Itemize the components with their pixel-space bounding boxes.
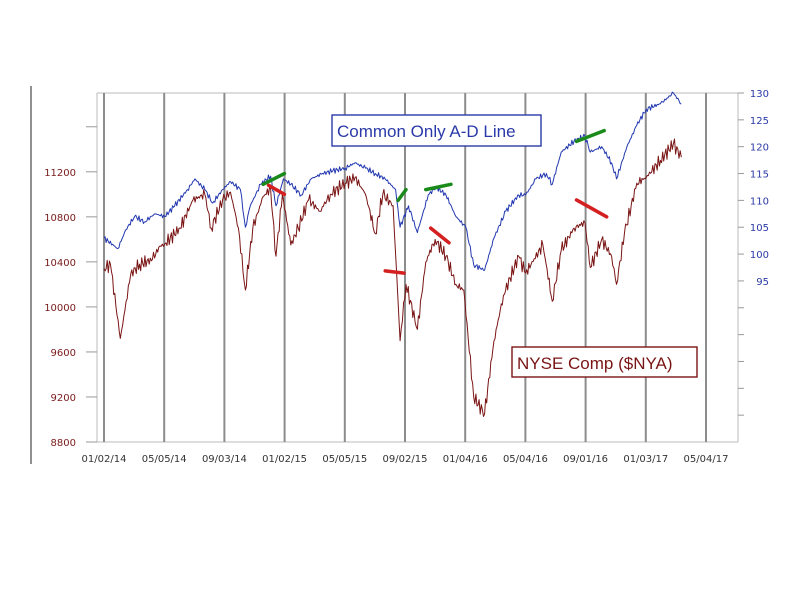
left-tick-label: 10000 [44, 303, 76, 314]
x-tick-label: 05/04/17 [684, 454, 729, 465]
ad-line-label: Common Only A-D Line [337, 122, 516, 141]
right-axis-ticks: 95 100 105 110 115 120 125 130 [738, 89, 769, 416]
left-axis-ticks: 8800 9200 9600 10000 10400 10800 11200 [44, 126, 97, 449]
vertical-gridlines [103, 93, 707, 442]
red-trend-mark [266, 183, 287, 197]
nya-series [103, 138, 682, 417]
x-tick-label: 05/04/16 [503, 454, 548, 465]
x-tick-label: 05/05/14 [142, 454, 187, 465]
x-tick-label: 09/03/14 [202, 454, 247, 465]
trend-marks [261, 128, 609, 275]
right-tick-label: 105 [750, 223, 769, 234]
left-tick-label: 8800 [51, 438, 76, 449]
right-tick-label: 95 [756, 277, 769, 288]
left-tick-label: 11200 [44, 168, 76, 179]
x-tick-label: 01/02/15 [262, 454, 307, 465]
right-tick-label: 130 [750, 89, 769, 100]
right-tick-label: 120 [750, 143, 769, 154]
green-trend-mark [424, 182, 453, 192]
x-tick-label: 09/01/16 [563, 454, 608, 465]
x-tick-label: 05/05/15 [322, 454, 367, 465]
right-tick-label: 110 [750, 196, 769, 207]
green-trend-mark [574, 128, 606, 144]
right-tick-label: 100 [750, 250, 769, 261]
left-tick-label: 9200 [51, 393, 76, 404]
red-trend-mark [428, 226, 451, 245]
x-tick-label: 01/02/14 [82, 454, 127, 465]
red-trend-mark [574, 198, 609, 219]
green-trend-mark [396, 187, 408, 203]
x-axis-ticks: 01/02/14 05/05/14 09/03/14 01/02/15 05/05/15… [82, 454, 729, 465]
plot-frame [30, 86, 739, 464]
nya-label: NYSE Comp ($NYA) [517, 354, 673, 373]
left-tick-label: 10800 [44, 213, 76, 224]
green-trend-mark [261, 171, 287, 187]
ad-line-label-box: Common Only A-D Line [331, 114, 542, 147]
red-trend-mark [383, 269, 406, 275]
nya-label-box: NYSE Comp ($NYA) [511, 346, 698, 378]
left-tick-label: 10400 [44, 258, 76, 269]
right-tick-label: 125 [750, 116, 769, 127]
x-tick-label: 09/02/15 [383, 454, 428, 465]
left-tick-label: 9600 [51, 348, 76, 359]
right-tick-label: 115 [750, 170, 769, 181]
x-tick-label: 01/04/16 [443, 454, 488, 465]
x-tick-label: 01/03/17 [623, 454, 668, 465]
